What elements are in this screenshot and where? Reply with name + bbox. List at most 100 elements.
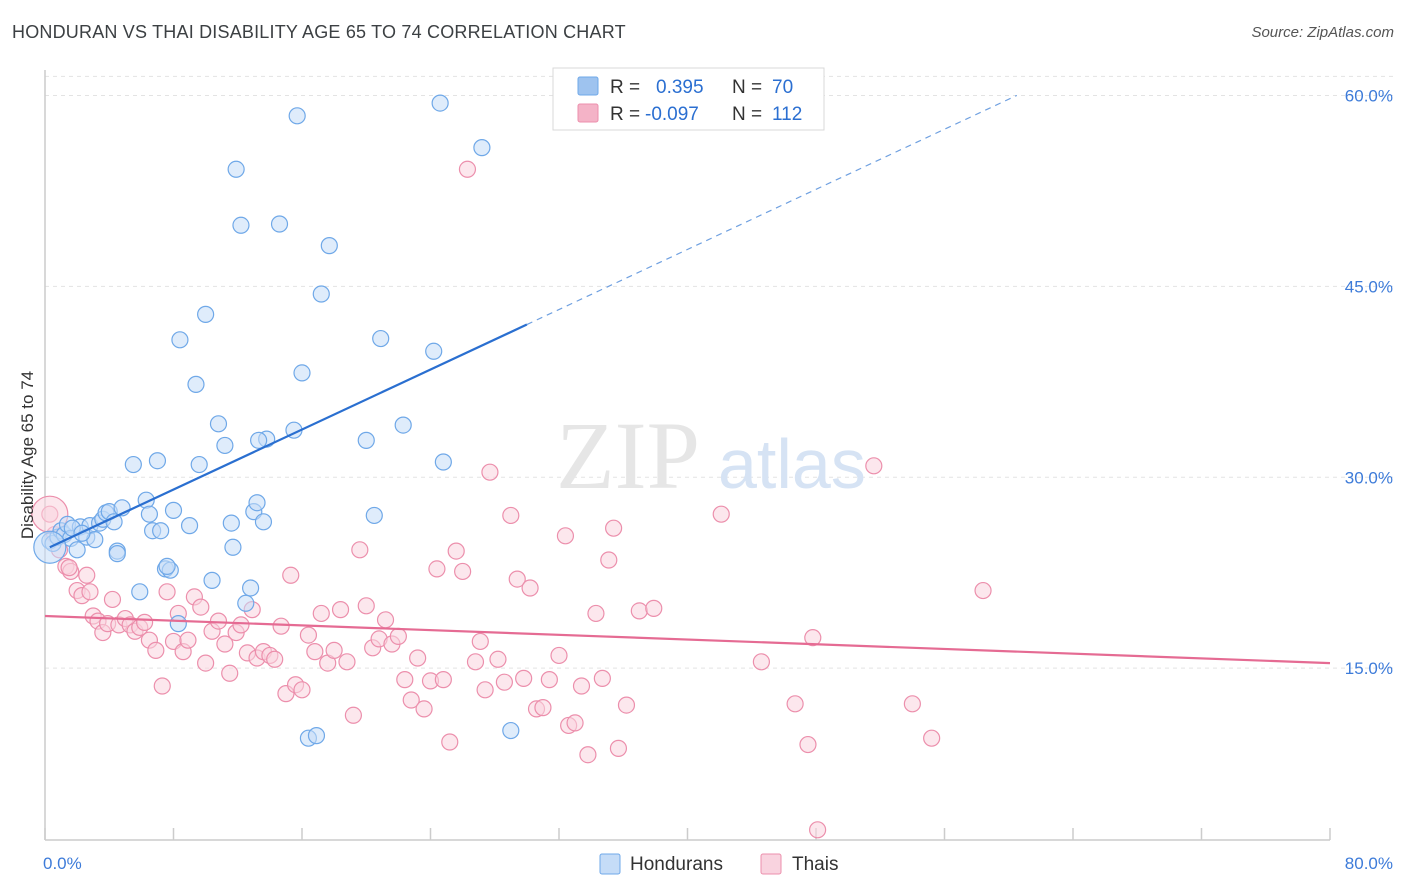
hondurans-point xyxy=(425,342,443,360)
bottom-legend: Hondurans Thais xyxy=(599,853,838,875)
hondurans-point xyxy=(307,727,326,745)
thais-point xyxy=(192,598,210,616)
legend-swatch-hondurans xyxy=(577,76,599,96)
thais-point xyxy=(179,631,197,649)
thais-point xyxy=(609,739,628,757)
thais-point xyxy=(135,613,154,631)
hondurans-point xyxy=(158,557,176,575)
legend-r-label-1: R = xyxy=(610,77,640,98)
thais-point xyxy=(454,562,472,581)
thais-point xyxy=(409,649,427,667)
hondurans-point xyxy=(224,538,242,556)
thais-point xyxy=(396,671,414,689)
legend-r-label-2: R = xyxy=(610,104,640,125)
thais-point xyxy=(903,695,921,713)
thais-point xyxy=(600,551,618,569)
legend-n-value-1: 70 xyxy=(772,77,793,98)
thais-point xyxy=(458,160,477,178)
bottom-legend-swatch-thais xyxy=(760,853,782,875)
grid-lines xyxy=(45,75,1393,669)
hondurans-point xyxy=(68,541,86,559)
hondurans-point xyxy=(152,522,170,540)
thais-point xyxy=(103,590,122,609)
hondurans-point xyxy=(312,285,330,303)
thais-point xyxy=(495,673,513,691)
y-tick-label: 15.0% xyxy=(1345,659,1393,678)
thais-point xyxy=(974,581,992,600)
thais-point xyxy=(502,506,520,525)
thais-point xyxy=(630,602,648,620)
legend-r-value-1: 0.395 xyxy=(656,77,704,98)
stats-legend: R = 0.395 N = 70 R = -0.097 N = 112 xyxy=(552,67,825,131)
bottom-legend-label-thais: Thais xyxy=(792,854,838,875)
thais-point xyxy=(357,597,375,615)
thais-point xyxy=(572,677,591,695)
thais-point xyxy=(81,583,99,601)
thais-point xyxy=(481,463,499,481)
hondurans-point xyxy=(209,415,228,433)
thais-point xyxy=(476,681,494,699)
thais-point xyxy=(428,560,446,578)
hondurans-point xyxy=(164,501,183,519)
thais-point xyxy=(587,604,605,623)
hondurans-point xyxy=(190,455,208,474)
thais-point xyxy=(60,559,78,577)
hondurans-point xyxy=(242,579,260,597)
thais-point xyxy=(515,669,533,687)
thais-point xyxy=(441,733,459,751)
hondurans-point xyxy=(237,594,255,612)
thais-point xyxy=(712,505,730,523)
hondurans-point xyxy=(372,329,390,348)
source-label: Source: ZipAtlas.com xyxy=(1251,24,1394,41)
thais-point xyxy=(306,643,324,661)
y-tick-label: 45.0% xyxy=(1345,277,1393,296)
thais-point xyxy=(521,579,539,597)
hondurans-point xyxy=(148,452,167,470)
hondurans-point xyxy=(171,331,189,349)
hondurans-point xyxy=(250,431,268,449)
legend-swatch-thais xyxy=(577,103,599,123)
watermark-zip: ZIP xyxy=(556,402,700,509)
hondurans-point xyxy=(232,216,250,234)
thais-point xyxy=(272,617,290,635)
thais-point xyxy=(158,583,176,601)
thais-point xyxy=(293,681,311,699)
hondurans-point xyxy=(431,94,449,112)
hondurans-point xyxy=(187,375,205,393)
thais-point xyxy=(605,519,623,537)
thais-point xyxy=(809,821,827,839)
series-thais xyxy=(31,160,992,839)
thais-point xyxy=(645,599,663,617)
watermark-atlas: atlas xyxy=(718,425,866,503)
thais-point xyxy=(415,700,433,718)
thais-point xyxy=(508,570,526,588)
hondurans-point xyxy=(320,237,338,255)
hondurans-point xyxy=(394,416,412,434)
y-axis-label: Disability Age 65 to 74 xyxy=(18,371,37,539)
hondurans-point xyxy=(248,494,266,512)
thais-point xyxy=(786,695,804,713)
thais-point xyxy=(447,542,465,560)
thais-point xyxy=(865,457,883,475)
thais-point xyxy=(593,669,611,687)
y-tick-labels: 15.0% 30.0% 45.0% 60.0% xyxy=(1345,86,1393,678)
thais-point xyxy=(752,653,770,671)
thais-point xyxy=(153,677,171,695)
thais-point xyxy=(351,541,369,559)
thais-point xyxy=(389,627,407,645)
thais-point xyxy=(402,691,420,709)
thais-point xyxy=(331,601,350,619)
hondurans-point xyxy=(254,513,273,531)
series-hondurans xyxy=(33,94,520,747)
hondurans-point xyxy=(502,721,520,740)
y-tick-label: 30.0% xyxy=(1345,468,1393,487)
hondurans-trend-line xyxy=(49,323,528,549)
thais-point xyxy=(338,653,356,671)
thais-point xyxy=(566,714,584,732)
hondurans-point xyxy=(222,514,240,532)
thais-point xyxy=(325,641,343,659)
hondurans-point xyxy=(124,455,142,474)
hondurans-point xyxy=(365,506,383,525)
bottom-legend-label-hondurans: Hondurans xyxy=(630,854,723,875)
thais-trend-line xyxy=(44,614,1331,665)
